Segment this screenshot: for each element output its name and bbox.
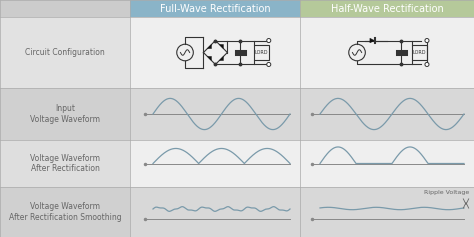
Text: LORD: LORD [255, 50, 268, 55]
Bar [130, 140, 474, 187]
Text: Voltage Waveform
After Rectification Smoothing: Voltage Waveform After Rectification Smo… [9, 202, 121, 222]
Polygon shape [207, 45, 211, 49]
Bar [300, 0, 474, 17]
Text: Full-Wave Rectification: Full-Wave Rectification [160, 4, 270, 14]
Polygon shape [219, 45, 223, 49]
Bar [130, 0, 300, 17]
Text: Input
Voltage Waveform: Input Voltage Waveform [30, 104, 100, 124]
Text: Voltage Waveform
After Rectification: Voltage Waveform After Rectification [30, 154, 100, 173]
Bar [254, 45, 269, 60]
Circle shape [425, 39, 429, 43]
Bar [0, 17, 130, 88]
Bar [130, 88, 474, 140]
Text: Half-Wave Rectification: Half-Wave Rectification [331, 4, 443, 14]
Bar [0, 187, 130, 237]
Bar [0, 88, 130, 140]
Bar [0, 0, 130, 17]
Bar [412, 45, 427, 60]
Polygon shape [370, 38, 374, 43]
Polygon shape [207, 56, 211, 60]
Text: LORD: LORD [413, 50, 426, 55]
Circle shape [267, 39, 271, 43]
Circle shape [267, 62, 271, 67]
Text: Ripple Voltage: Ripple Voltage [424, 190, 469, 195]
Bar [130, 187, 474, 237]
Polygon shape [219, 56, 223, 60]
Bar [130, 17, 474, 88]
Bar [0, 140, 130, 187]
Circle shape [425, 62, 429, 67]
Text: Circuit Configuration: Circuit Configuration [25, 48, 105, 57]
